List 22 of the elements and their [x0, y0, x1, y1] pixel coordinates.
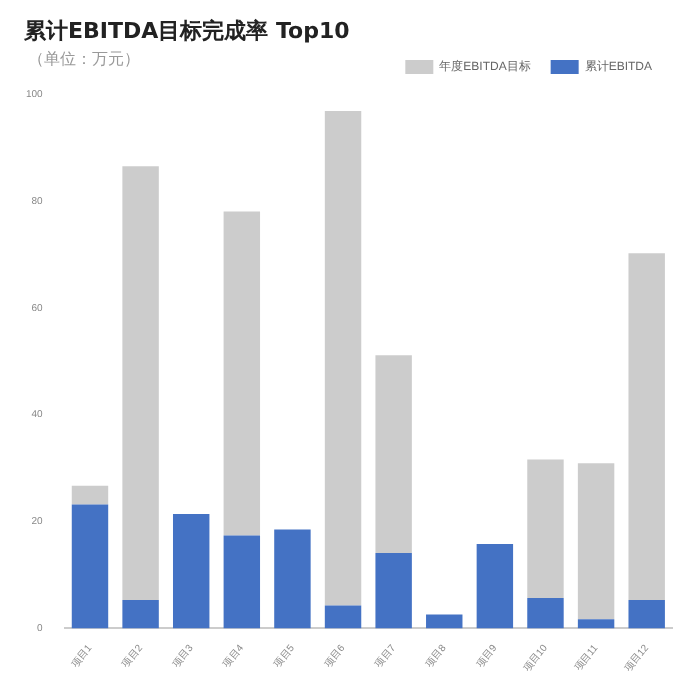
bar [476, 544, 514, 629]
bar [527, 597, 564, 629]
bar [628, 600, 665, 629]
bar [223, 535, 261, 629]
bar [577, 619, 615, 629]
bar [172, 514, 210, 629]
bar [426, 614, 463, 629]
chart-subtitle: （单位：万元） [28, 48, 140, 70]
bar [274, 529, 311, 629]
bar [375, 553, 412, 629]
bar [71, 485, 109, 505]
bar [628, 253, 665, 601]
bar [577, 463, 615, 620]
bar [324, 111, 362, 606]
chart-title: 累计EBITDA目标完成率 Top10 [24, 16, 350, 46]
bar [122, 600, 159, 629]
bar [527, 459, 564, 598]
bar [71, 504, 109, 629]
bar [324, 605, 362, 629]
bar [122, 166, 159, 601]
bar [375, 355, 412, 554]
bar [223, 211, 261, 536]
